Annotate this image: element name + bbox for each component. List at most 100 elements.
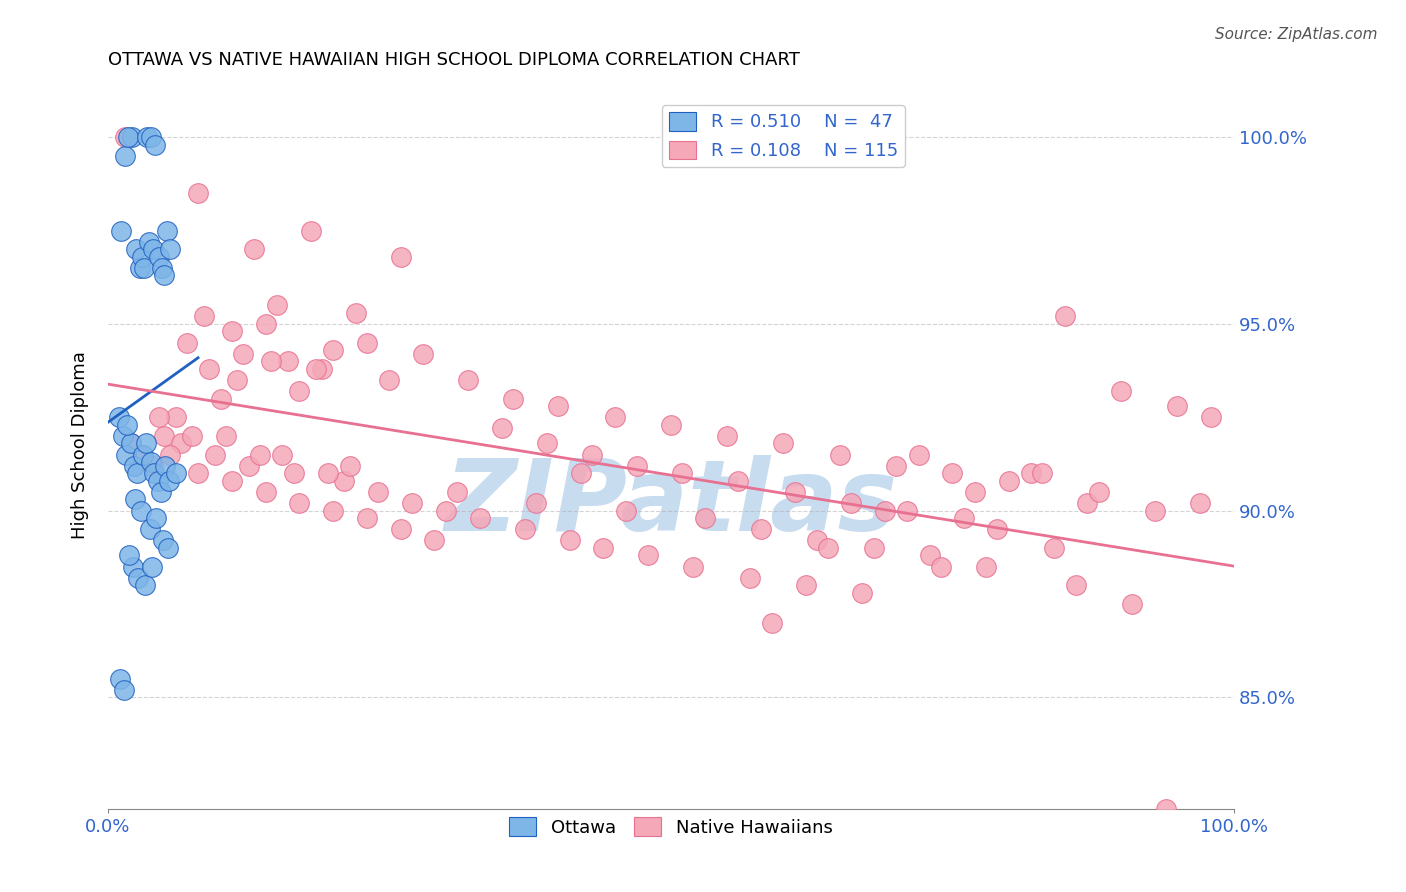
Point <box>581 448 603 462</box>
Point <box>209 392 232 406</box>
Point <box>122 458 145 473</box>
Point <box>423 533 446 548</box>
Point <box>152 533 174 548</box>
Point <box>344 306 367 320</box>
Point <box>322 343 344 357</box>
Point <box>260 354 283 368</box>
Point <box>997 474 1019 488</box>
Point <box>221 474 243 488</box>
Point <box>738 571 761 585</box>
Point <box>125 242 148 256</box>
Point <box>149 484 172 499</box>
Point <box>143 137 166 152</box>
Point <box>671 467 693 481</box>
Point <box>110 672 132 686</box>
Point <box>146 474 169 488</box>
Point <box>794 578 817 592</box>
Point <box>1064 578 1087 592</box>
Point <box>299 224 322 238</box>
Point <box>367 484 389 499</box>
Point <box>141 559 163 574</box>
Point <box>986 522 1008 536</box>
Point <box>159 242 181 256</box>
Point <box>401 496 423 510</box>
Point <box>145 511 167 525</box>
Point <box>457 373 479 387</box>
Point <box>1143 503 1166 517</box>
Point <box>1109 384 1132 398</box>
Point <box>356 511 378 525</box>
Point <box>468 511 491 525</box>
Point <box>288 384 311 398</box>
Point <box>592 541 614 555</box>
Point <box>305 361 328 376</box>
Point <box>1042 541 1064 555</box>
Point <box>1053 310 1076 324</box>
Point <box>839 496 862 510</box>
Point <box>1031 467 1053 481</box>
Point <box>204 448 226 462</box>
Point <box>187 467 209 481</box>
Point <box>761 615 783 630</box>
Point <box>322 503 344 517</box>
Point <box>817 541 839 555</box>
Point <box>155 224 177 238</box>
Point <box>215 429 238 443</box>
Point <box>150 260 173 275</box>
Point <box>110 224 132 238</box>
Point <box>254 317 277 331</box>
Point <box>333 474 356 488</box>
Point <box>547 399 569 413</box>
Point <box>941 467 963 481</box>
Point <box>155 458 177 473</box>
Point <box>412 347 434 361</box>
Point <box>131 250 153 264</box>
Point <box>120 436 142 450</box>
Point <box>115 417 138 432</box>
Point <box>128 260 150 275</box>
Point <box>524 496 547 510</box>
Point <box>311 361 333 376</box>
Point <box>142 242 165 256</box>
Point <box>121 130 143 145</box>
Point <box>339 458 361 473</box>
Point <box>131 448 153 462</box>
Point <box>626 458 648 473</box>
Point <box>1188 496 1211 510</box>
Point <box>187 186 209 201</box>
Point <box>806 533 828 548</box>
Point <box>659 417 682 432</box>
Point <box>243 242 266 256</box>
Point <box>896 503 918 517</box>
Point <box>148 250 170 264</box>
Point <box>316 467 339 481</box>
Point <box>569 467 592 481</box>
Text: OTTAWA VS NATIVE HAWAIIAN HIGH SCHOOL DIPLOMA CORRELATION CHART: OTTAWA VS NATIVE HAWAIIAN HIGH SCHOOL DI… <box>108 51 800 69</box>
Point <box>1076 496 1098 510</box>
Point <box>271 448 294 462</box>
Point <box>134 578 156 592</box>
Point <box>851 585 873 599</box>
Point <box>963 484 986 499</box>
Point <box>138 522 160 536</box>
Point <box>127 571 149 585</box>
Point <box>356 335 378 350</box>
Point <box>873 503 896 517</box>
Point <box>153 429 176 443</box>
Point <box>783 484 806 499</box>
Point <box>176 335 198 350</box>
Point <box>226 373 249 387</box>
Point <box>288 496 311 510</box>
Point <box>156 541 179 555</box>
Point <box>132 260 155 275</box>
Point <box>772 436 794 450</box>
Point <box>536 436 558 450</box>
Point <box>603 410 626 425</box>
Point <box>693 511 716 525</box>
Point <box>221 325 243 339</box>
Point <box>682 559 704 574</box>
Point <box>434 503 457 517</box>
Point <box>1019 467 1042 481</box>
Point <box>181 429 204 443</box>
Point <box>120 436 142 450</box>
